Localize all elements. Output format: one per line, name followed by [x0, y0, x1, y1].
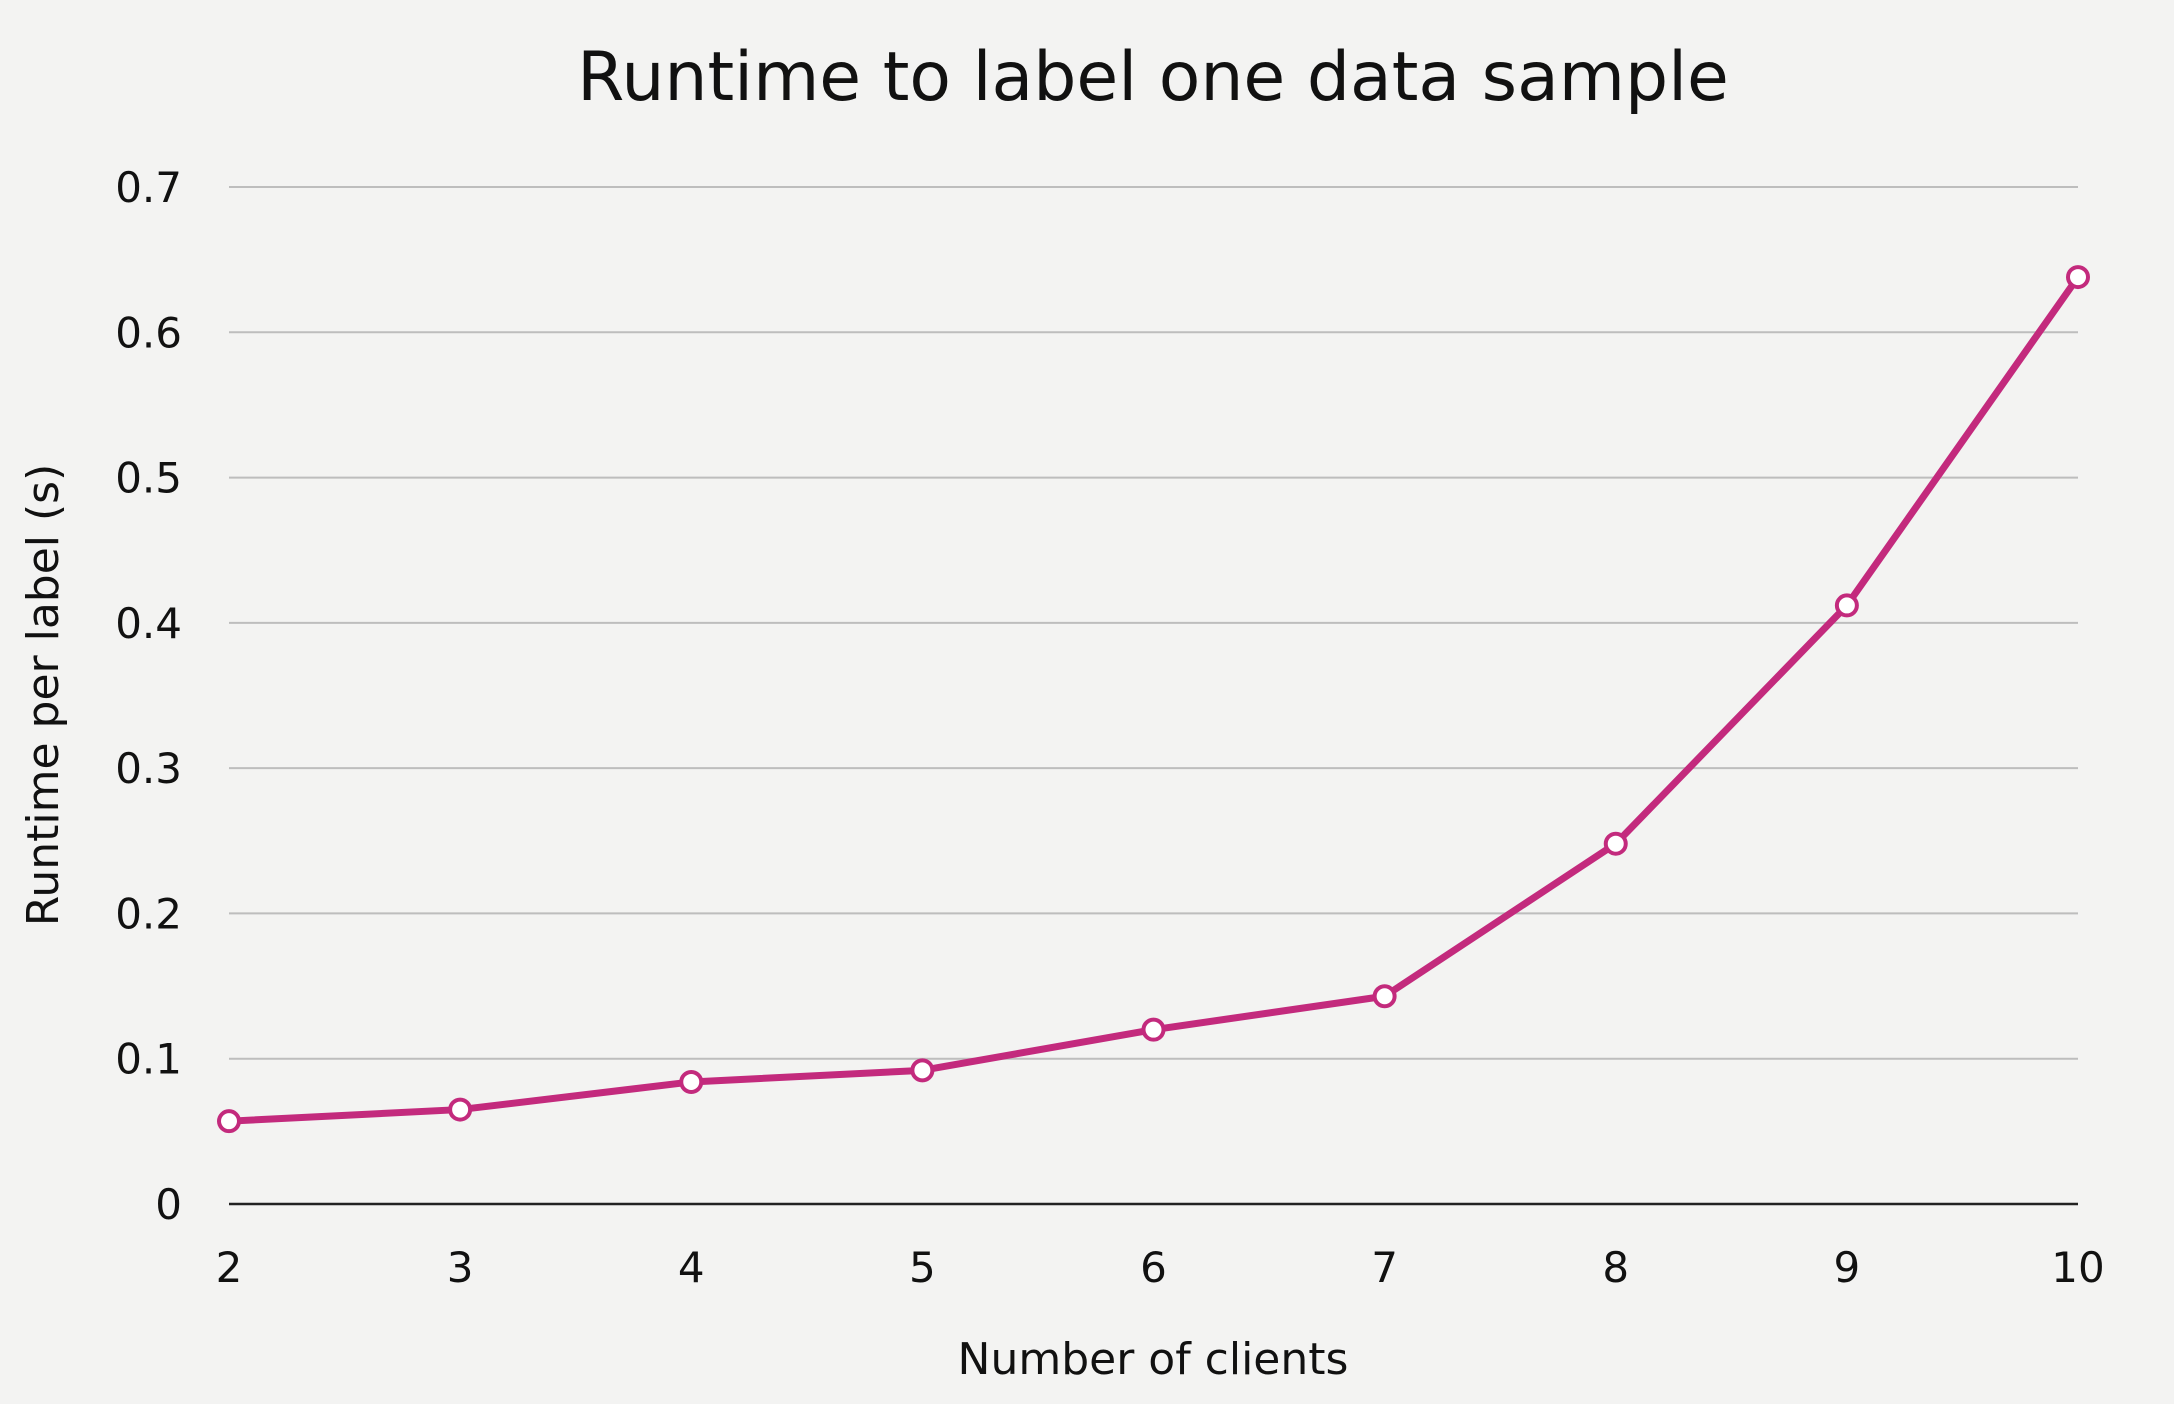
gridlines: [229, 186, 2078, 1206]
x-tick-label: 10: [2051, 1243, 2104, 1292]
chart-title: Runtime to label one data sample: [577, 38, 1729, 117]
data-point: [2066, 265, 2090, 290]
x-tick-label: 8: [1602, 1243, 1629, 1292]
y-axis-ticks: 0 0.1 0.2 0.3 0.4 0.5 0.6 0.7: [115, 163, 182, 1229]
y-tick-label: 0.7: [115, 163, 182, 212]
data-point: [448, 1097, 473, 1122]
data-point: [910, 1058, 935, 1083]
y-tick-label: 0: [155, 1180, 182, 1229]
y-axis-label: Runtime per label (s): [18, 464, 69, 927]
data-point: [217, 1109, 241, 1134]
data-point: [1372, 984, 1397, 1009]
x-tick-label: 4: [678, 1243, 705, 1292]
series-line: [225, 273, 2082, 1125]
y-tick-label: 0.6: [115, 308, 182, 357]
data-point: [1141, 1017, 1166, 1042]
data-point: [1603, 831, 1628, 856]
y-tick-label: 0.4: [115, 599, 182, 648]
y-tick-label: 0.3: [115, 744, 182, 793]
y-tick-label: 0.2: [115, 889, 182, 938]
x-tick-label: 9: [1834, 1243, 1861, 1292]
y-tick-label: 0.1: [115, 1035, 182, 1084]
x-tick-label: 5: [909, 1243, 936, 1292]
x-tick-label: 7: [1371, 1243, 1398, 1292]
series-layer: [217, 265, 2090, 1134]
data-point: [679, 1069, 704, 1094]
y-tick-label: 0.5: [115, 454, 182, 503]
x-axis-ticks: 2 3 4 5 6 7 8 9 10: [216, 1243, 2105, 1292]
x-tick-label: 6: [1140, 1243, 1167, 1292]
x-axis-label: Number of clients: [958, 1334, 1349, 1385]
x-tick-label: 3: [447, 1243, 474, 1292]
x-tick-label: 2: [216, 1243, 243, 1292]
data-point: [1834, 593, 1859, 618]
